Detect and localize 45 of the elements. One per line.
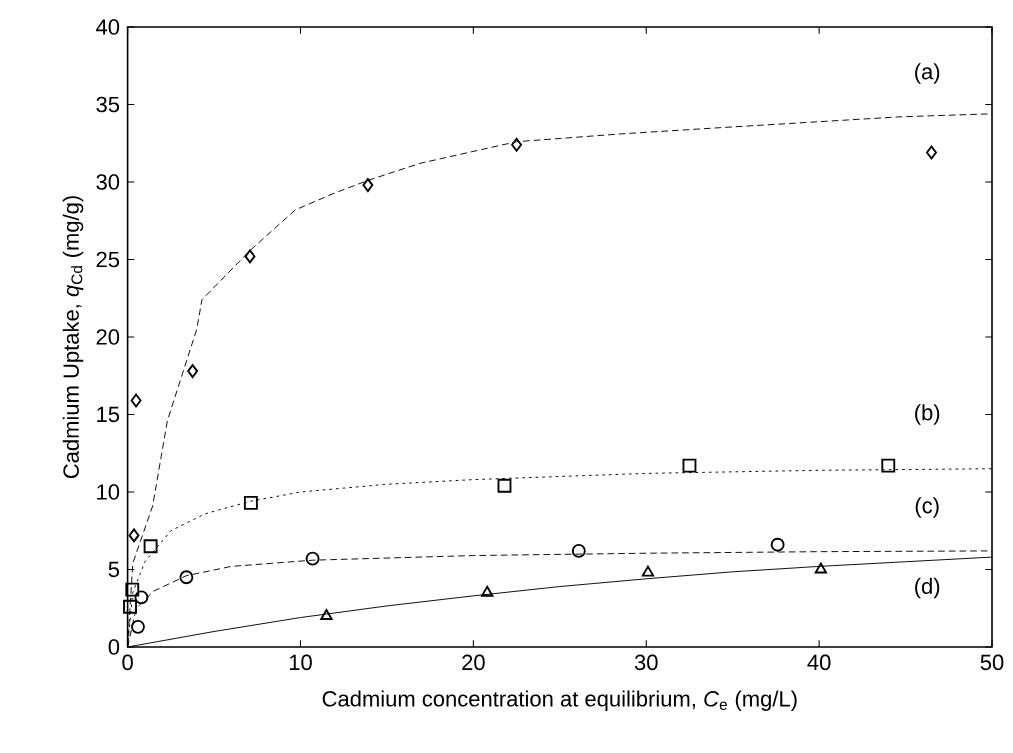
point	[362, 178, 374, 193]
x-tick-label: 50	[980, 654, 1004, 671]
annotation: (c)	[915, 497, 939, 518]
annotation: (b)	[915, 404, 940, 425]
y-tick-label: 40	[96, 19, 120, 35]
point	[511, 137, 523, 152]
point	[134, 590, 149, 605]
y-tick-label: 5	[108, 561, 120, 578]
annotation: (d)	[915, 577, 940, 599]
x-axis-title: Cadmium concentration at equilibrium, C$_{e}$ (mg/L)	[322, 690, 797, 711]
y-tick-label: 20	[96, 329, 120, 345]
point	[497, 478, 512, 493]
point	[881, 458, 896, 473]
point	[143, 539, 158, 554]
point	[179, 570, 194, 585]
annotation: (a)	[915, 63, 940, 84]
point	[243, 495, 258, 510]
x-tick-label: 30	[634, 654, 658, 671]
y-axis-title: Cadmium Uptake, q$_{Cd}$ (mg/g)	[62, 196, 84, 479]
point	[305, 551, 320, 566]
point	[125, 582, 140, 597]
point	[123, 599, 137, 614]
point	[770, 537, 785, 552]
y-tick-label: 35	[96, 96, 120, 113]
x-tick-label: 40	[807, 654, 831, 671]
x-tick-label: 10	[289, 654, 312, 671]
y-tick-label: 25	[96, 251, 120, 268]
point	[320, 609, 333, 620]
y-tick-label: 0	[108, 639, 120, 655]
point	[131, 619, 145, 634]
point	[481, 585, 494, 597]
x-tick-label: 0	[122, 654, 133, 671]
y-tick-label: 10	[97, 484, 120, 500]
y-tick-label: 30	[96, 174, 120, 190]
point	[571, 543, 586, 558]
point	[926, 145, 937, 160]
point	[814, 562, 827, 574]
point	[130, 393, 142, 408]
point	[682, 458, 697, 473]
point	[244, 249, 256, 264]
y-tick-label: 15	[97, 406, 120, 423]
point	[128, 528, 140, 543]
x-tick-label: 20	[462, 654, 485, 671]
point	[187, 364, 199, 379]
point	[641, 565, 655, 577]
